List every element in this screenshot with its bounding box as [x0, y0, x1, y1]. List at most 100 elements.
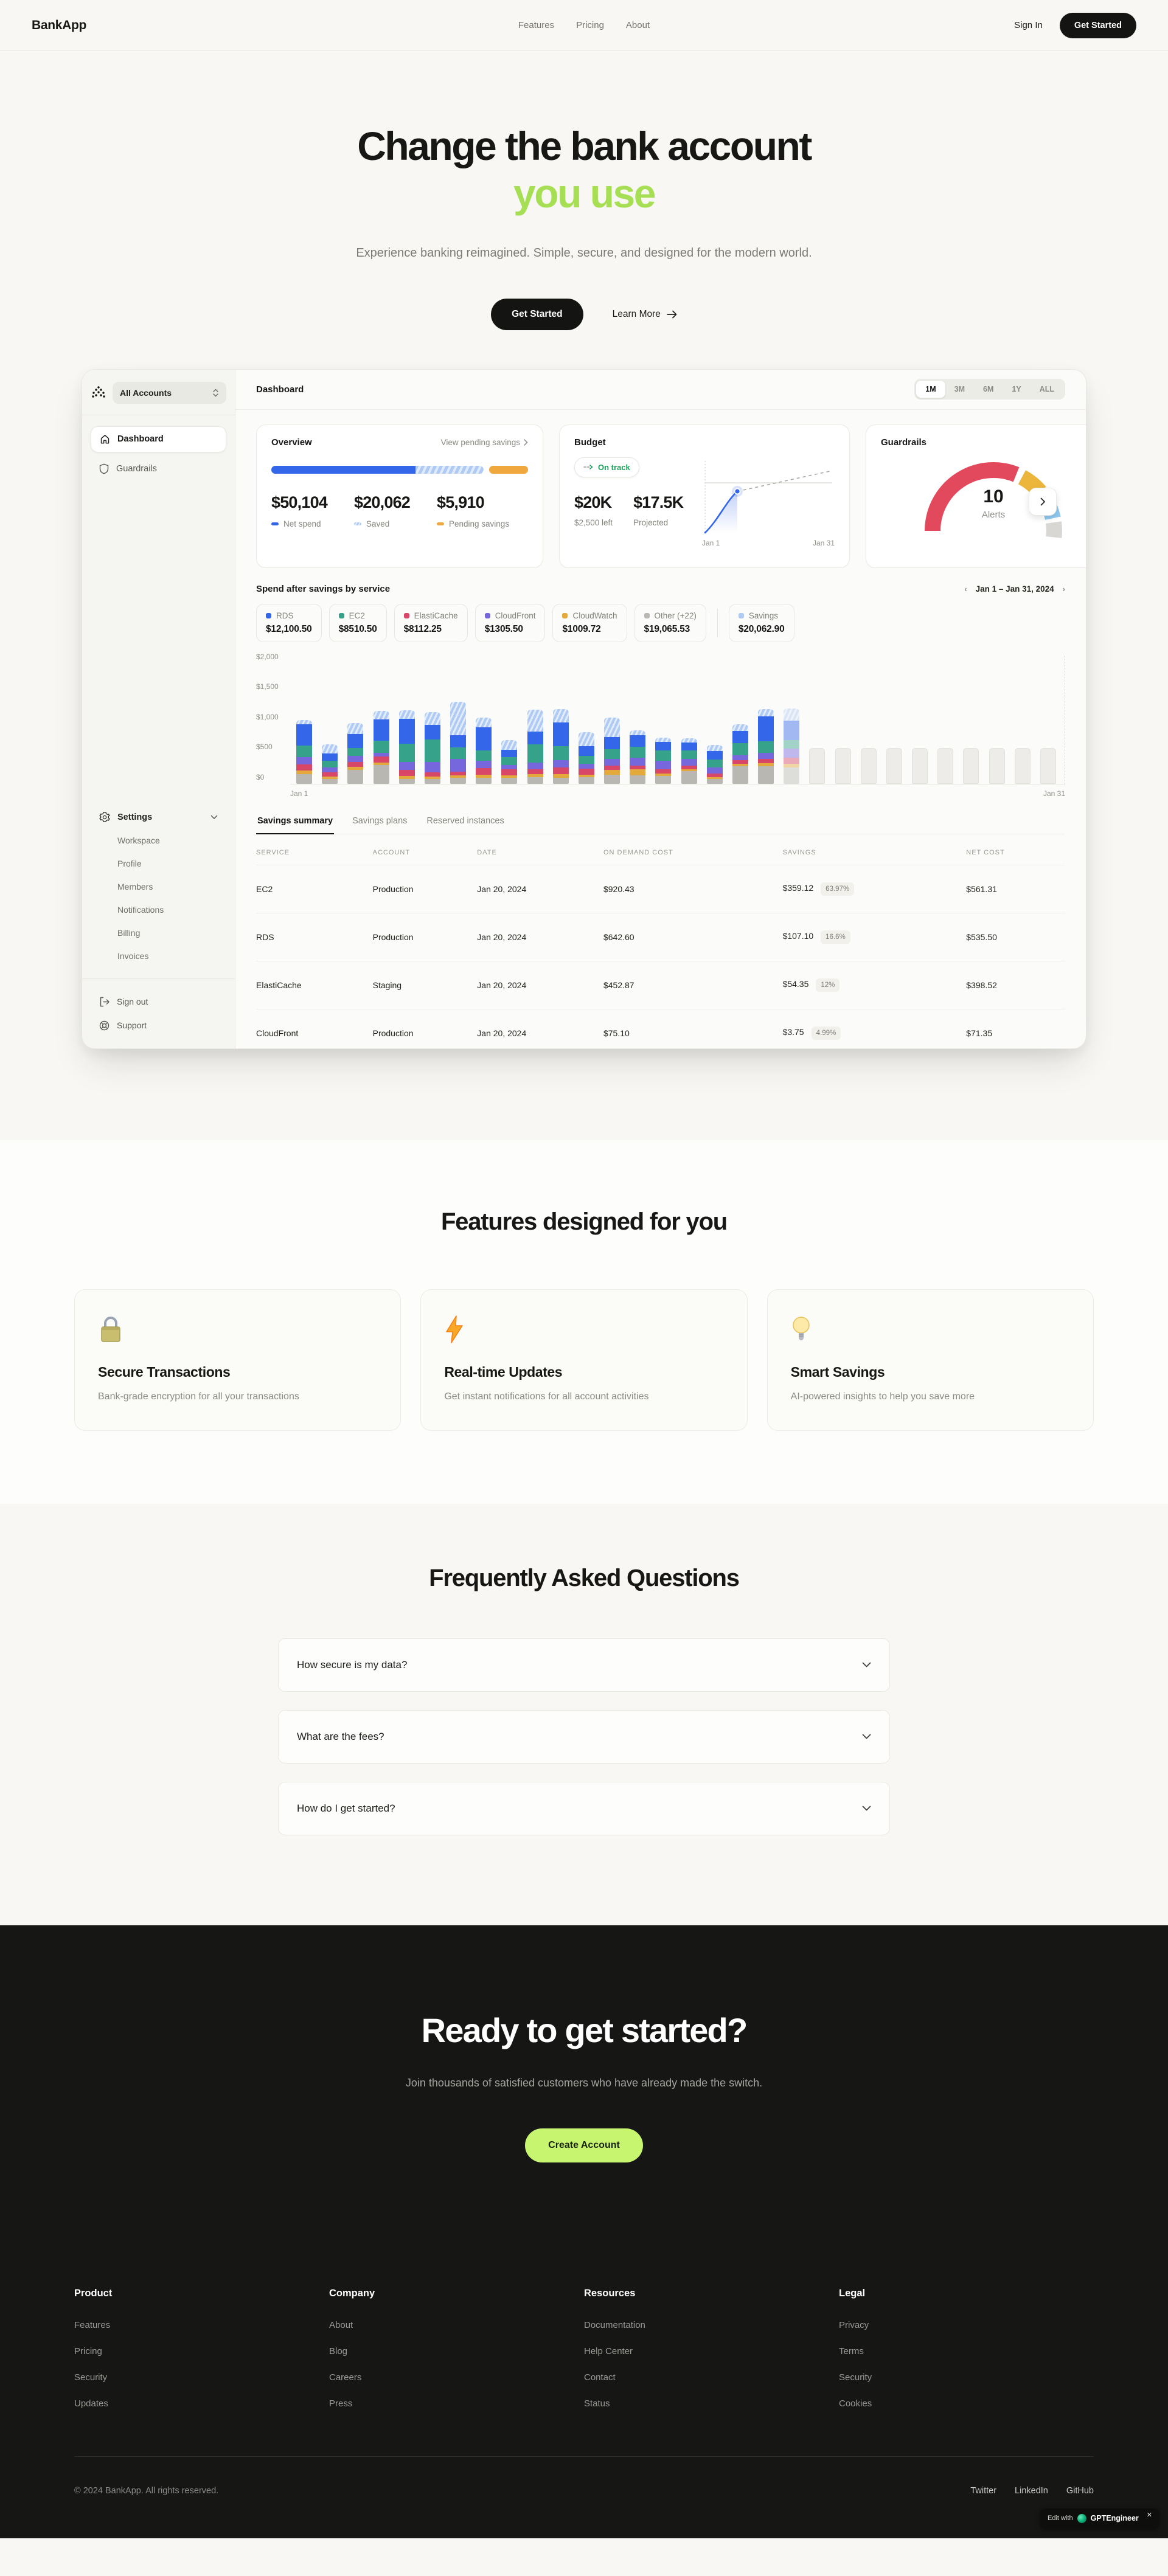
footer-link-help-center[interactable]: Help Center [584, 2346, 633, 2356]
cards-next-button[interactable] [1029, 487, 1057, 516]
footer-link-pricing[interactable]: Pricing [74, 2346, 102, 2356]
account-selector[interactable]: All Accounts [113, 381, 226, 404]
service-chip-rds[interactable]: RDS $12,100.50 [256, 603, 322, 642]
footer-link-careers[interactable]: Careers [329, 2372, 362, 2383]
footer-link-cookies[interactable]: Cookies [839, 2398, 872, 2409]
range-3m[interactable]: 3M [954, 385, 965, 394]
faq-question: How do I get started? [297, 1802, 395, 1814]
get-started-button[interactable]: Get Started [1059, 12, 1136, 38]
bar-segment-elasticache [296, 764, 312, 770]
settings-item-profile[interactable]: Profile [117, 858, 142, 868]
footer-link-privacy[interactable]: Privacy [839, 2319, 869, 2330]
gpt-engineer-badge[interactable]: Edit with GPTEngineer ✕ [1040, 2508, 1159, 2529]
dashboard-mockup: All Accounts Dashboard Guardrails Setting… [82, 369, 1086, 1049]
footer-column-resources: Resources Documentation Help Center Contact… [584, 2288, 839, 2409]
bar-segment-cloudwatch [681, 769, 697, 771]
bar-segment-savings [322, 744, 338, 753]
bar-segment-savings [450, 701, 467, 735]
range-1y[interactable]: 1Y [1012, 385, 1021, 394]
footer-link-security[interactable]: Security [839, 2372, 872, 2383]
badge-close-icon[interactable]: ✕ [1146, 2511, 1152, 2519]
hero-learn-more-link[interactable]: Learn More [613, 309, 677, 320]
sidebar-item-guardrails[interactable]: Guardrails [91, 456, 226, 482]
service-chip-ec2[interactable]: EC2 $8510.50 [328, 603, 387, 642]
footer-link-blog[interactable]: Blog [329, 2346, 348, 2356]
settings-item-workspace[interactable]: Workspace [117, 835, 160, 845]
faq-item[interactable]: How secure is my data? [278, 1638, 890, 1692]
footer-link-status[interactable]: Status [584, 2398, 610, 2409]
date-prev-button[interactable]: ‹ [964, 584, 967, 594]
tab-savings-summary[interactable]: Savings summary [256, 816, 335, 834]
chip-color-dot [738, 612, 744, 618]
sidebar-item-settings[interactable]: Settings [91, 806, 226, 829]
social-link-linkedin[interactable]: LinkedIn [1015, 2485, 1048, 2496]
savings-table: SERVICE ACCOUNT DATE ON DEMAND COST SAVINGS N… [256, 837, 1065, 1048]
footer-link-about[interactable]: About [329, 2319, 353, 2330]
nav-link-about[interactable]: About [625, 20, 650, 30]
copyright-text: © 2024 BankApp. All rights reserved. [74, 2485, 219, 2496]
date-next-button[interactable]: › [1062, 584, 1065, 594]
sidebar-item-dashboard[interactable]: Dashboard [91, 426, 226, 452]
bar-segment-savings [552, 708, 569, 722]
footer-link-press[interactable]: Press [329, 2398, 353, 2409]
service-chip-cloudfront[interactable]: CloudFront $1305.50 [474, 603, 546, 642]
settings-item-notifications[interactable]: Notifications [117, 904, 164, 915]
create-account-button[interactable]: Create Account [525, 2128, 643, 2162]
overview-title: Overview [271, 437, 312, 448]
bar-segment-elasticache [322, 772, 338, 777]
cell-net-cost: $561.31 [966, 864, 1065, 913]
faq-item[interactable]: How do I get started? [278, 1781, 890, 1835]
chips-divider [717, 608, 718, 637]
social-link-github[interactable]: GitHub [1066, 2485, 1094, 2496]
sidebar-item-sign-out[interactable]: Sign out [91, 990, 226, 1014]
bar-segment-other [732, 766, 748, 784]
faq-item[interactable]: What are the fees? [278, 1709, 890, 1764]
bar-segment-ec2 [758, 741, 774, 753]
footer-divider [74, 2456, 1094, 2457]
footer-link-documentation[interactable]: Documentation [584, 2319, 645, 2330]
settings-item-billing[interactable]: Billing [117, 927, 141, 938]
hero-get-started-button[interactable]: Get Started [491, 298, 583, 330]
chip-label: Other (+22) [654, 611, 697, 620]
chip-color-dot [403, 612, 409, 618]
sign-in-link[interactable]: Sign In [1014, 20, 1043, 30]
range-6m[interactable]: 6M [983, 385, 994, 394]
social-link-twitter[interactable]: Twitter [970, 2485, 997, 2496]
bar-segment-rds [527, 731, 543, 744]
footer-link-contact[interactable]: Contact [584, 2372, 616, 2383]
table-row[interactable]: RDS Production Jan 20, 2024 $642.60 $107.10 1… [256, 912, 1065, 961]
footer-link-terms[interactable]: Terms [839, 2346, 864, 2356]
nav-link-pricing[interactable]: Pricing [576, 20, 604, 30]
range-all[interactable]: ALL [1039, 385, 1054, 394]
service-chip-cloudwatch[interactable]: CloudWatch $1009.72 [552, 603, 627, 642]
service-chip-other-22-[interactable]: Other (+22) $19,065.53 [634, 603, 706, 642]
brand-logo[interactable]: BankApp [32, 18, 87, 32]
footer-link-updates[interactable]: Updates [74, 2398, 108, 2409]
table-row[interactable]: EC2 Production Jan 20, 2024 $920.43 $359.12 6… [256, 864, 1065, 913]
settings-item-invoices[interactable]: Invoices [117, 950, 149, 961]
view-pending-savings-link[interactable]: View pending savings [441, 438, 528, 447]
table-row[interactable]: CloudFront Production Jan 20, 2024 $75.10 $3… [256, 1008, 1065, 1048]
table-row[interactable]: ElastiCache Staging Jan 20, 2024 $452.87 $54… [256, 960, 1065, 1009]
service-chip-savings[interactable]: Savings $20,062.90 [728, 603, 794, 642]
feature-description: Bank-grade encryption for all your trans… [98, 1391, 299, 1402]
footer-link-features[interactable]: Features [74, 2319, 111, 2330]
settings-item-members[interactable]: Members [117, 881, 153, 892]
tab-reserved-instances[interactable]: Reserved instances [426, 815, 504, 826]
bar-segment-cloudwatch [552, 774, 569, 778]
placeholder-bar [835, 747, 851, 784]
sidebar-item-support[interactable]: Support [91, 1014, 226, 1037]
service-chips-row: RDS $12,100.50 EC2 $8510.50 ElastiCache $8112… [256, 603, 1065, 642]
bar-segment-rds [501, 749, 518, 757]
bar-segment-elasticache [552, 767, 569, 774]
footer-link-security[interactable]: Security [74, 2372, 108, 2383]
cell-account: Production [372, 912, 478, 961]
tab-savings-plans[interactable]: Savings plans [352, 815, 408, 826]
bar-segment-other [476, 777, 492, 784]
account-selector-label: All Accounts [120, 387, 172, 398]
bar-segment-ec2 [373, 740, 389, 753]
range-1m[interactable]: 1M [916, 381, 945, 398]
nav-link-features[interactable]: Features [518, 20, 555, 30]
hero-subtitle: Experience banking reimagined. Simple, s… [356, 246, 812, 260]
service-chip-elasticache[interactable]: ElastiCache $8112.25 [394, 603, 468, 642]
